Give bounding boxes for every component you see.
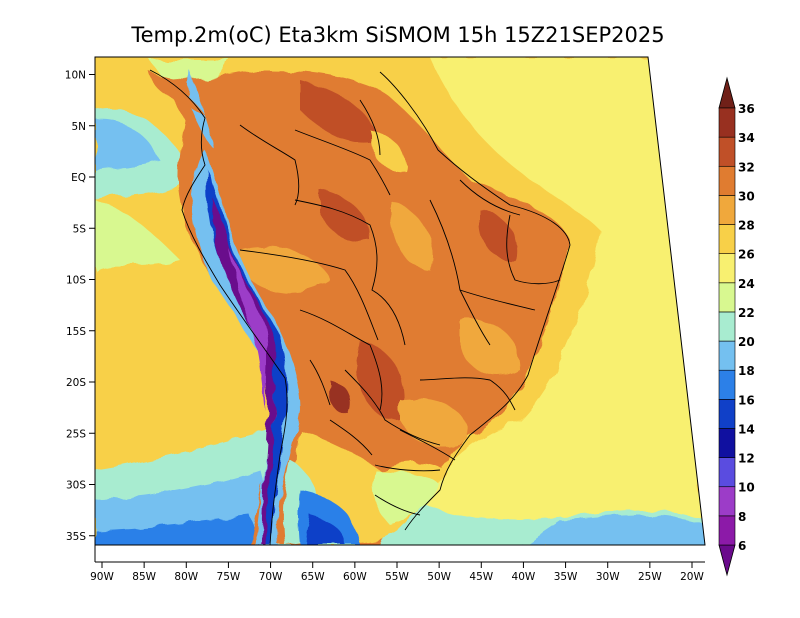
colorbar-arrow-max <box>718 76 736 109</box>
lon-tick-label: 35W <box>554 571 578 583</box>
colorbar-label: 18 <box>738 364 755 378</box>
longitude-ticks: 90W 85W 80W 75W 70W 65W 60W 55W 50W 45W 40W 35W 30W 2… <box>90 562 704 583</box>
colorbar-label: 12 <box>738 452 755 466</box>
colorbar-bin-30_32 <box>718 165 736 196</box>
lat-tick-label: 5N <box>71 121 86 133</box>
map-title: Temp.2m(oC) Eta3km SiSMOM 15h 15Z21SEP20… <box>130 23 664 47</box>
lon-tick-label: 30W <box>596 571 620 583</box>
colorbar-bin-12_14 <box>718 428 736 458</box>
lon-tick-label: 25W <box>638 571 662 583</box>
lat-tick-label: 30S <box>66 480 86 492</box>
colorbar-label: 8 <box>738 510 746 524</box>
colorbar-label: 28 <box>738 219 755 233</box>
colorbar-bin-16_18 <box>718 369 736 400</box>
colorbar-label: 34 <box>738 131 755 145</box>
lon-tick-label: 20W <box>680 571 704 583</box>
lon-tick-label: 40W <box>512 571 536 583</box>
colorbar-label: 22 <box>738 306 755 320</box>
colorbar-bin-22_24 <box>718 282 736 313</box>
colorbar-bin-34_36 <box>718 107 736 138</box>
colorbar-bin-26_28 <box>718 224 736 254</box>
colorbar-arrow-min <box>718 544 736 577</box>
lat-tick-label: 10N <box>65 70 86 82</box>
lat-tick-label: 15S <box>66 326 86 338</box>
lat-tick-label: 25S <box>66 428 86 440</box>
colorbar-bin-28_30 <box>718 195 736 225</box>
lat-tick-label: 10S <box>66 275 86 287</box>
colorbar-bin-8_10 <box>718 486 736 517</box>
lon-tick-label: 45W <box>469 571 493 583</box>
lon-tick-label: 85W <box>132 571 156 583</box>
colorbar-label: 32 <box>738 160 755 174</box>
lon-tick-label: 60W <box>343 571 367 583</box>
lat-tick-label: 35S <box>66 531 86 543</box>
colorbar-label: 16 <box>738 393 755 407</box>
colorbar-label: 26 <box>738 248 755 262</box>
colorbar-label: 10 <box>738 481 755 495</box>
colorbar-bin-6_8 <box>718 515 736 546</box>
lon-tick-label: 80W <box>174 571 198 583</box>
colorbar-label: 20 <box>738 335 755 349</box>
colorbar-label: 14 <box>738 422 755 436</box>
colorbar: 6 8 10 12 14 16 18 20 22 24 26 28 30 32 34 36 <box>718 76 755 577</box>
colorbar-label: 30 <box>738 189 755 203</box>
colorbar-bin-14_16 <box>718 399 736 429</box>
lat-tick-label: 5S <box>73 223 87 235</box>
temperature-field <box>95 57 705 545</box>
country-borders <box>149 69 571 546</box>
lon-tick-label: 70W <box>259 571 283 583</box>
lon-tick-label: 90W <box>90 571 114 583</box>
colorbar-bin-32_34 <box>718 136 736 167</box>
colorbar-label: 6 <box>738 539 746 553</box>
colorbar-bin-20_22 <box>718 311 736 342</box>
lat-tick-label: EQ <box>71 172 86 184</box>
lon-tick-label: 65W <box>301 571 325 583</box>
colorbar-bin-18_20 <box>718 340 736 371</box>
lon-tick-label: 75W <box>217 571 241 583</box>
colorbar-label: 36 <box>738 102 755 116</box>
latitude-ticks: 10N 5N EQ 5S 10S 15S 20S 25S 30S 35S <box>65 70 95 543</box>
lon-tick-label: 50W <box>427 571 451 583</box>
colorbar-bin-24_26 <box>718 253 736 284</box>
lat-tick-label: 20S <box>66 377 86 389</box>
lon-tick-label: 55W <box>385 571 409 583</box>
colorbar-bin-10_12 <box>718 457 736 488</box>
colorbar-label: 24 <box>738 277 755 291</box>
